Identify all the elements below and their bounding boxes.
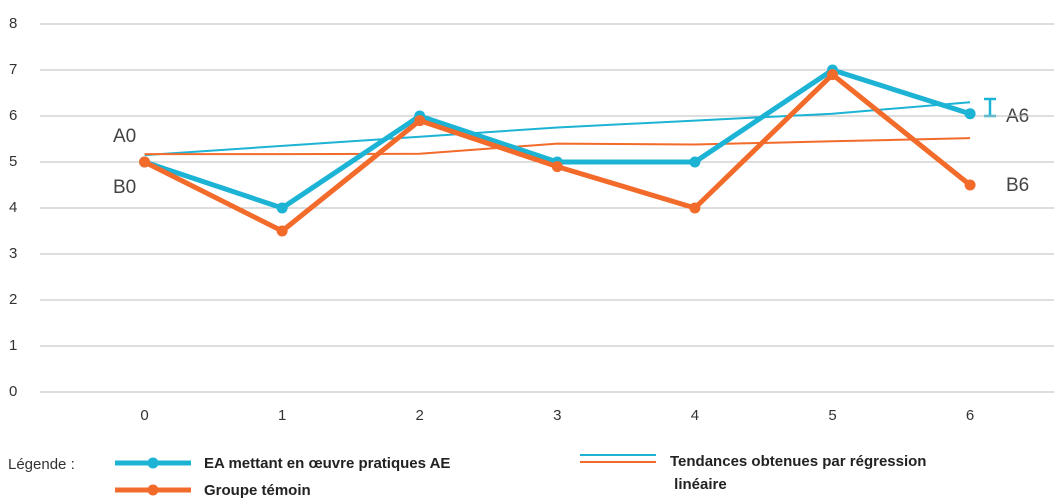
x-tick-label: 5 [828, 407, 836, 424]
point [826, 69, 838, 81]
annotation: A6 [1006, 106, 1029, 127]
y-tick-label: 6 [9, 107, 17, 124]
point [551, 161, 563, 173]
x-tick-label: 0 [140, 407, 148, 424]
legend-label: Tendances obtenues par régression linéai… [670, 453, 926, 493]
point [414, 115, 426, 127]
y-tick-label: 4 [9, 199, 17, 216]
point [964, 179, 976, 191]
y-tick-label: 7 [9, 61, 17, 78]
annotation: B0 [113, 177, 136, 198]
x-tick-label: 1 [278, 407, 286, 424]
point [689, 202, 701, 214]
annotation: A0 [113, 126, 136, 147]
series-line [143, 67, 971, 211]
y-tick-label: 5 [9, 153, 17, 170]
x-tick-label: 2 [416, 407, 424, 424]
point [964, 108, 976, 120]
x-tick-label: 6 [966, 407, 974, 424]
y-tick-label: 0 [9, 383, 17, 400]
y-tick-label: 1 [9, 337, 17, 354]
y-tick-label: 8 [9, 15, 17, 32]
point [139, 156, 151, 168]
legend-swatch [147, 457, 159, 469]
point [276, 225, 288, 237]
legend-title: Légende : [8, 456, 75, 473]
trend-line [144, 137, 971, 156]
trend-line [144, 101, 971, 157]
point [689, 156, 701, 168]
y-tick-label: 3 [9, 245, 17, 262]
point [276, 202, 288, 214]
legend-label: EA mettant en œuvre pratiques AE [204, 455, 450, 472]
annotation: B6 [1006, 175, 1029, 196]
y-tick-label: 2 [9, 291, 17, 308]
legend-label: Groupe témoin [204, 482, 311, 499]
x-tick-label: 3 [553, 407, 561, 424]
legend-swatch [147, 484, 159, 496]
marker-i [984, 97, 996, 118]
x-tick-label: 4 [691, 407, 699, 424]
